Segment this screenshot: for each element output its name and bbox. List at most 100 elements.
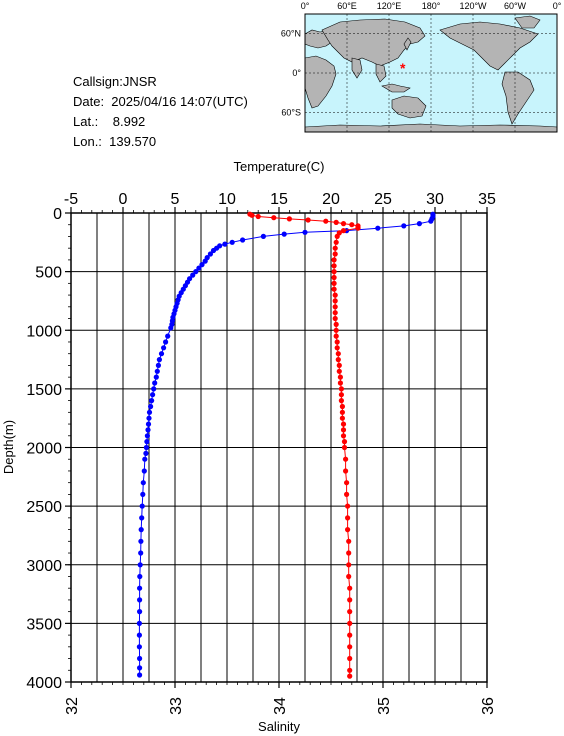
- salinity-point: [347, 655, 353, 662]
- salinity-point: [332, 298, 338, 304]
- temperature-axis-label: Temperature(C): [233, 159, 324, 174]
- temperature-point: [148, 403, 154, 410]
- salinity-point: [343, 456, 349, 462]
- temperature-point: [210, 247, 217, 254]
- map-latitude-label: 60°N: [281, 29, 301, 39]
- depth-tick-label: 3000: [26, 558, 62, 575]
- temperature-point: [146, 415, 152, 421]
- temperature-point: [154, 368, 160, 374]
- salinity-point: [338, 398, 344, 404]
- land-japan: [403, 37, 412, 51]
- land-greenland: [514, 15, 541, 29]
- salinity-point: [347, 667, 353, 673]
- profile-series: [136, 211, 436, 679]
- salinity-point: [341, 439, 348, 445]
- temperature-point: [136, 632, 142, 638]
- temperature-point: [137, 609, 143, 615]
- temperature-profile-line: [138, 214, 434, 675]
- depth-tick-labels: 0 500 1000 1500 2000 2500 3000 3500 4000: [26, 206, 62, 692]
- salinity-point: [345, 515, 351, 521]
- map-frame: [304, 13, 558, 133]
- salinity-point: [334, 233, 340, 239]
- temperature-point: [151, 386, 157, 392]
- temperature-point: [138, 538, 144, 544]
- temperature-point: [416, 221, 422, 227]
- temperature-point: [199, 262, 205, 268]
- salinity-point: [332, 304, 338, 310]
- temperature-point: [222, 241, 228, 247]
- date-text: Date: 2025/04/16 14:07(UTC): [73, 94, 248, 109]
- salinity-point: [343, 468, 349, 474]
- temperature-point: [168, 325, 174, 331]
- temperature-point: [141, 468, 147, 474]
- salinity-tick-label: 35: [376, 697, 393, 715]
- salinity-point: [255, 213, 261, 220]
- salinity-point: [347, 620, 353, 627]
- salinity-point: [337, 380, 343, 386]
- temperature-point: [153, 374, 159, 380]
- salinity-point: [340, 427, 347, 433]
- salinity-tick-labels: 32 33 34 35 36: [64, 697, 497, 715]
- salinity-point: [340, 421, 347, 427]
- temperature-tick-labels: -5 0 5 10 15 20 25 30 35: [64, 191, 496, 208]
- salinity-axis-label: Salinity: [258, 719, 300, 734]
- salinity-point: [332, 292, 338, 298]
- salinity-point: [347, 632, 353, 638]
- longitude-text: Lon.: 139.570: [73, 134, 157, 149]
- temperature-point: [140, 480, 146, 486]
- temperature-point: [137, 562, 143, 568]
- salinity-point: [346, 538, 352, 544]
- temperature-point: [207, 251, 213, 257]
- temperature-point: [137, 672, 143, 678]
- salinity-point: [338, 392, 344, 398]
- salinity-point: [331, 269, 337, 275]
- map-longitude-label: 120°E: [377, 1, 402, 11]
- temperature-point: [193, 269, 199, 275]
- temperature-point: [375, 225, 381, 231]
- world-map-inset: 0° 60°E 120°E 180° 120°W 60°W 0° 60°N 0° 60°S *: [281, 1, 562, 133]
- temperature-point: [145, 427, 151, 433]
- salinity-point: [344, 480, 350, 486]
- salinity-point: [339, 415, 345, 421]
- temperature-point: [229, 239, 235, 245]
- depth-tick-label: 2500: [26, 499, 62, 516]
- temperature-tick-label: 30: [426, 191, 444, 208]
- temperature-point: [428, 218, 434, 224]
- salinity-point: [336, 368, 342, 374]
- temperature-point: [150, 392, 156, 398]
- temperature-point: [136, 620, 142, 627]
- salinity-point: [340, 433, 347, 439]
- depth-tick-label: 0: [53, 206, 62, 223]
- axis-ticks: [65, 207, 488, 688]
- temperature-tick-label: 0: [119, 191, 128, 208]
- salinity-point: [340, 221, 347, 227]
- salinity-tick-label: 34: [272, 697, 289, 715]
- depth-tick-label: 1000: [26, 323, 62, 340]
- salinity-point: [249, 212, 255, 218]
- salinity-point: [332, 251, 338, 257]
- salinity-point: [331, 263, 337, 269]
- temperature-point: [138, 527, 144, 533]
- map-latitude-label: 0°: [292, 68, 301, 78]
- salinity-point: [331, 257, 337, 263]
- depth-tick-label: 500: [35, 265, 62, 282]
- salinity-point: [346, 550, 352, 556]
- temperature-point: [196, 265, 202, 271]
- salinity-point: [336, 362, 342, 368]
- temperature-point: [137, 655, 143, 662]
- depth-tick-label: 3500: [26, 616, 62, 633]
- temperature-tick-label: 15: [270, 191, 288, 208]
- depth-tick-label: 2000: [26, 441, 62, 458]
- salinity-point: [334, 339, 340, 345]
- temperature-point: [137, 573, 143, 580]
- salinity-point: [347, 585, 353, 591]
- depth-tick-label: 1500: [26, 382, 62, 399]
- land-north-america: [439, 21, 539, 71]
- map-latitude-label: 60°S: [281, 107, 301, 117]
- salinity-point: [339, 409, 345, 415]
- salinity-point: [346, 562, 352, 568]
- salinity-point: [286, 216, 292, 222]
- temperature-point: [139, 503, 145, 509]
- temperature-point: [158, 351, 165, 357]
- salinity-point: [332, 315, 338, 322]
